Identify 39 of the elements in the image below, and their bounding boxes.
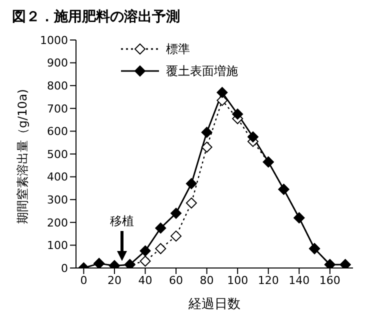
- x-axis-title: 経過日数: [188, 297, 240, 312]
- legend-label: 標準: [166, 41, 190, 58]
- y-tick-label: 0: [61, 262, 68, 275]
- y-tick-label: 600: [47, 125, 68, 138]
- y-tick-label: 300: [47, 194, 68, 207]
- y-tick-label: 700: [47, 102, 68, 116]
- point: [170, 208, 182, 219]
- x-tick-label: 100: [227, 274, 248, 287]
- point: [155, 222, 166, 234]
- x-tick-label: 20: [107, 274, 122, 287]
- point: [216, 86, 228, 98]
- y-tick-label: 900: [47, 56, 68, 70]
- chart-title: 図２．施用肥料の溶出予測: [11, 8, 181, 27]
- x-tick-label: 160: [319, 274, 340, 287]
- y-tick-label: 200: [47, 216, 68, 230]
- point: [186, 198, 197, 209]
- x-tick-label: 40: [138, 274, 152, 287]
- y-tick-label: 500: [47, 148, 68, 161]
- y-tick-label: 1000: [40, 34, 68, 47]
- point: [186, 178, 197, 190]
- y-tick-label: 400: [47, 170, 68, 184]
- x-tick-label: 120: [258, 274, 279, 287]
- point: [247, 131, 258, 142]
- point: [155, 243, 166, 254]
- point: [232, 108, 244, 120]
- point: [201, 126, 212, 138]
- point: [140, 245, 151, 256]
- y-axis-title: 期間窒素溶出量（g/10a): [15, 89, 30, 224]
- y-tick-label: 800: [47, 80, 68, 93]
- point: [170, 230, 182, 242]
- x-tick-label: 140: [288, 274, 310, 287]
- x-tick-label: 0: [80, 274, 88, 287]
- x-tick-label: 80: [200, 274, 214, 287]
- annotation: 移植: [109, 213, 135, 230]
- x-tick-label: 60: [169, 274, 184, 287]
- legend-label: 覆土表面増施: [166, 63, 238, 80]
- y-tick-label: 100: [47, 239, 68, 252]
- point: [140, 256, 151, 267]
- point: [201, 142, 212, 153]
